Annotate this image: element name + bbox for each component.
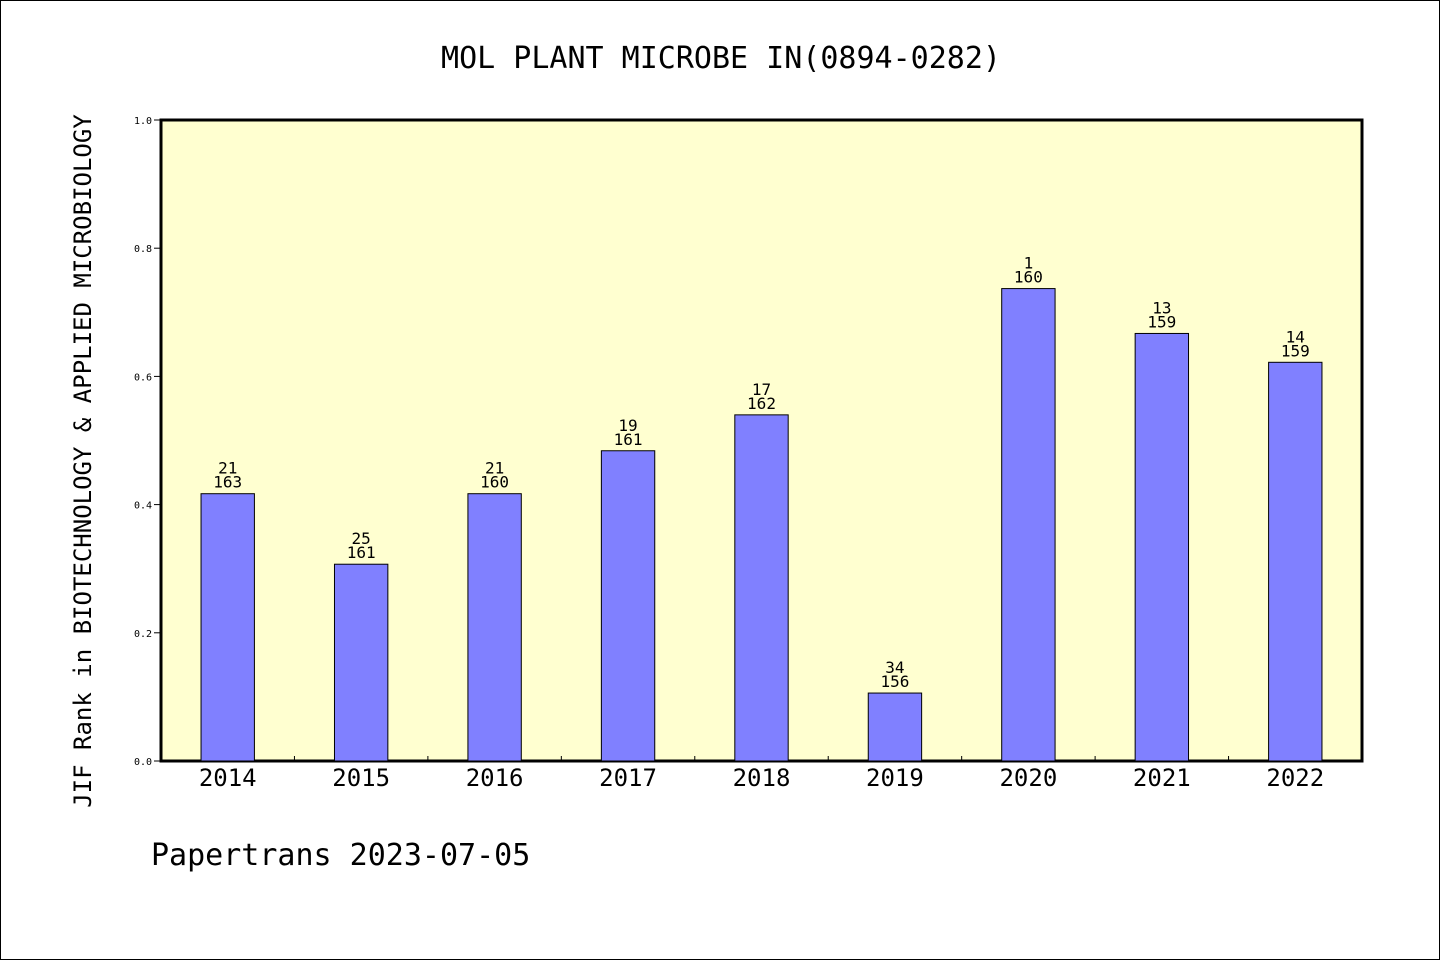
bar-rank-label: 21 xyxy=(485,459,504,478)
x-tick-label: 2022 xyxy=(1266,764,1324,792)
bar-labels: 2116325161211601916117162341561160131591… xyxy=(213,254,1309,691)
bar-total-label: 156 xyxy=(880,672,909,691)
y-tick-label: 1.0 xyxy=(134,116,152,127)
y-tick-label: 0.0 xyxy=(134,757,152,768)
y-tick-label: 0.6 xyxy=(134,372,152,383)
y-tick-label: 0.8 xyxy=(134,244,152,255)
bar-2015 xyxy=(333,563,389,762)
x-tick-label: 2019 xyxy=(866,764,924,792)
y-tick-label: 0.2 xyxy=(134,629,152,640)
x-tick-label: 2018 xyxy=(733,764,791,792)
bar-rank-label: 34 xyxy=(885,658,904,677)
bar-total-label: 163 xyxy=(213,473,242,492)
bars xyxy=(200,288,1323,762)
y-axis-ticks: 0.0 0.2 0.4 0.6 0.8 1.0 xyxy=(134,116,161,768)
bar-2019 xyxy=(867,692,923,762)
bar-2021 xyxy=(1134,332,1190,762)
x-axis-ticks: 2014 2015 2016 2017 2018 2019 2020 2021 2022 xyxy=(199,756,1324,792)
bar-2016 xyxy=(467,493,522,762)
bar-total-label: 160 xyxy=(480,473,509,492)
bar-rank-label: 1 xyxy=(1024,254,1034,273)
bar-2020 xyxy=(1001,288,1056,762)
footer-credit: Papertrans 2023-07-05 xyxy=(151,838,530,873)
bar-2018 xyxy=(734,414,789,762)
x-tick-label: 2021 xyxy=(1133,764,1191,792)
bar-total-label: 161 xyxy=(614,430,643,449)
bar-rank-label: 13 xyxy=(1152,298,1171,317)
chart-title: MOL PLANT MICROBE IN(0894-0282) xyxy=(441,41,1001,76)
bar-total-label: 161 xyxy=(347,543,376,562)
y-axis-label: JIF Rank in BIOTECHNOLOGY & APPLIED MICR… xyxy=(69,114,97,808)
bar-total-label: 160 xyxy=(1014,268,1043,287)
bar-rank-label: 19 xyxy=(618,416,637,435)
bar-rank-label: 14 xyxy=(1286,327,1305,346)
x-tick-label: 2020 xyxy=(999,764,1057,792)
bar-2022 xyxy=(1268,361,1323,762)
bar-2017 xyxy=(600,450,656,762)
bar-total-label: 162 xyxy=(747,394,776,413)
x-tick-label: 2017 xyxy=(599,764,657,792)
bar-rank-label: 21 xyxy=(218,459,237,478)
bar-total-label: 159 xyxy=(1281,341,1310,360)
y-tick-label: 0.4 xyxy=(134,501,152,512)
x-tick-label: 2016 xyxy=(466,764,524,792)
bar-total-label: 159 xyxy=(1147,312,1176,331)
bar-rank-label: 25 xyxy=(352,529,371,548)
x-tick-label: 2015 xyxy=(332,764,390,792)
x-tick-label: 2014 xyxy=(199,764,257,792)
bar-rank-label: 17 xyxy=(752,380,771,399)
bar-2014 xyxy=(200,493,255,762)
